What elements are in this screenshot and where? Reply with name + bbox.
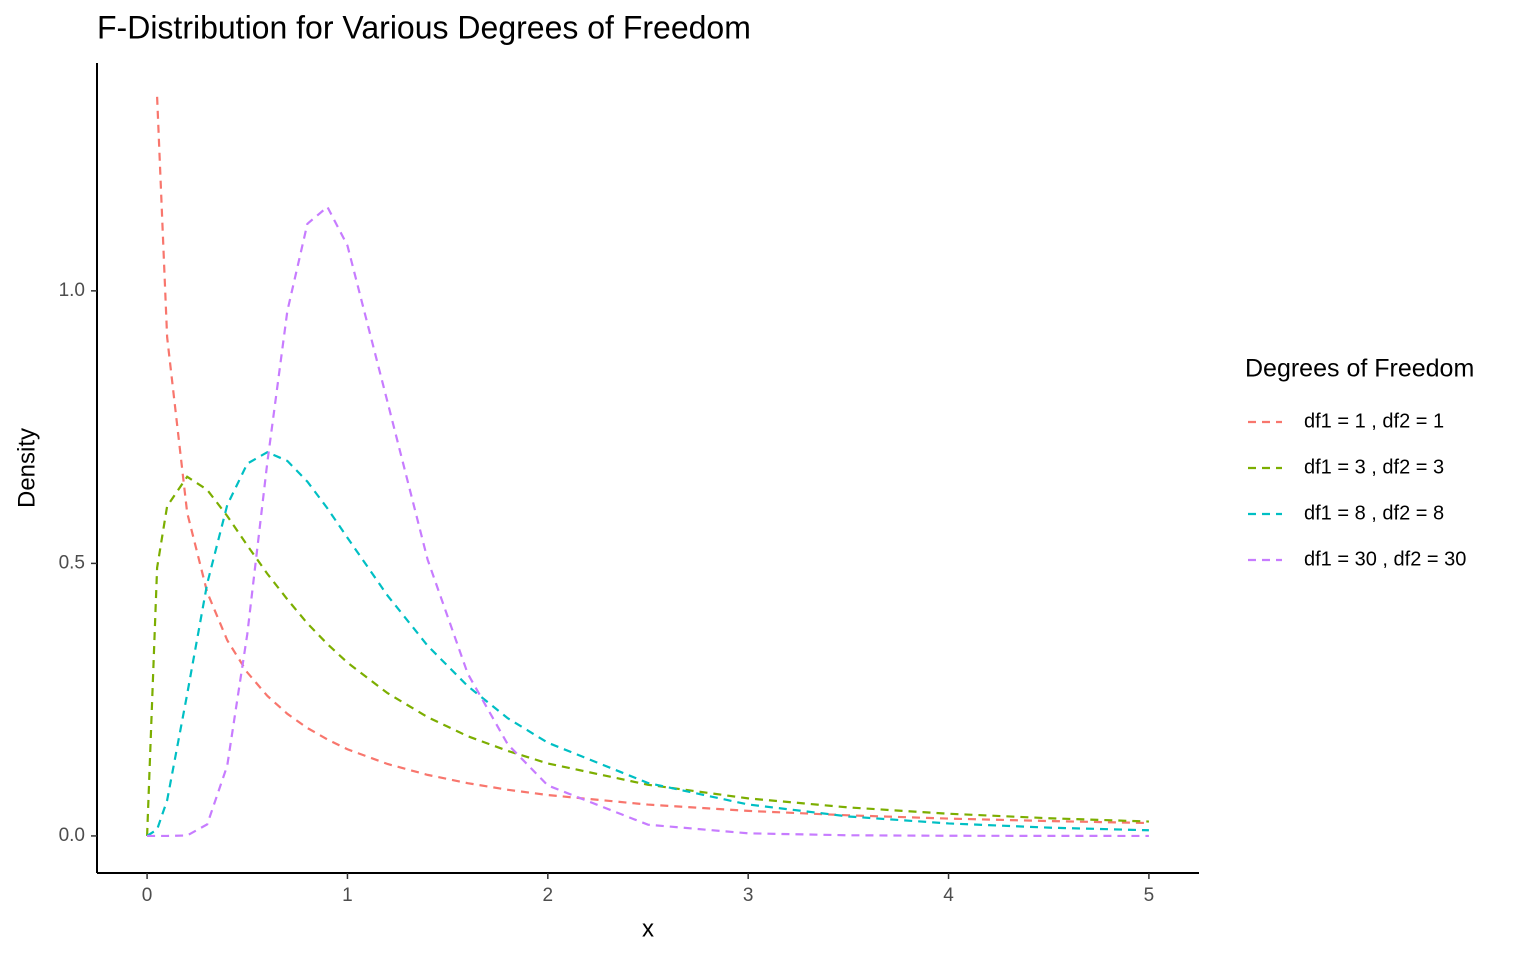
series-line [147,205,1149,838]
series-line [145,475,1149,836]
y-tick-label: 1.0 [59,280,85,301]
legend-label: df1 = 3 , df2 = 3 [1304,456,1444,478]
legend-title: Degrees of Freedom [1245,355,1474,383]
x-tick-label: 4 [943,885,954,906]
x-tick-label: 0 [142,885,153,906]
legend-label: df1 = 30 , df2 = 30 [1304,548,1466,570]
plot-area [145,96,1149,838]
y-tick-label: 0.0 [59,825,85,846]
chart-title: F-Distribution for Various Degrees of Fr… [97,9,751,45]
y-tick-label: 0.5 [59,552,85,573]
x-axis-label: x [642,915,654,942]
series-line [156,96,1149,825]
x-tick-label: 2 [543,885,554,906]
legend-label: df1 = 8 , df2 = 8 [1304,502,1444,524]
y-axis-label: Density [13,428,40,508]
series-line [146,450,1149,837]
x-tick-label: 1 [342,885,353,906]
x-tick-label: 5 [1144,885,1155,906]
legend-label: df1 = 1 , df2 = 1 [1304,410,1444,432]
x-tick-label: 3 [743,885,754,906]
